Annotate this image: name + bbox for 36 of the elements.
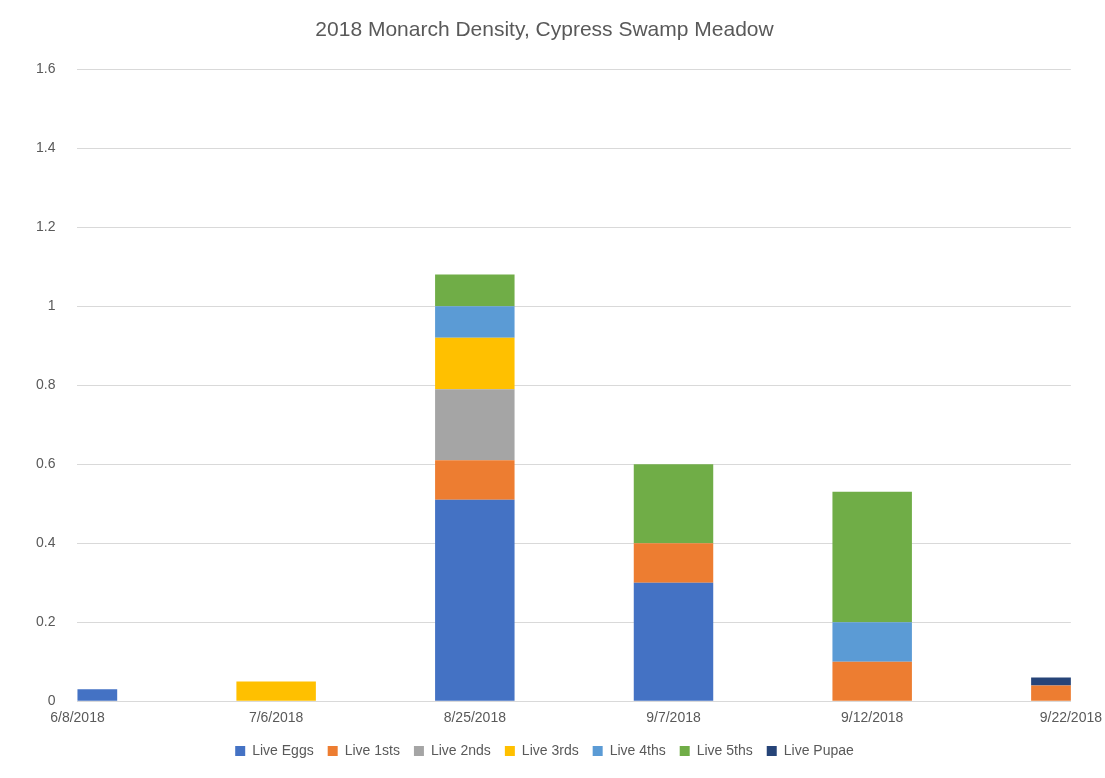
- y-tick-label: 0.6: [35, 455, 56, 472]
- x-tick-label: 9/7/2018: [646, 709, 701, 726]
- bar: [435, 499, 515, 701]
- bar: [435, 306, 515, 338]
- y-tick-label: 0.2: [35, 613, 56, 630]
- legend-label: Live 2nds: [430, 741, 491, 758]
- x-tick-label: 8/25/2018: [443, 709, 507, 726]
- x-tick-label: 6/8/2018: [50, 709, 105, 726]
- y-tick-label: 1.6: [35, 60, 56, 77]
- chart-title: 2018 Monarch Density, Cypress Swamp Meadow: [315, 17, 775, 41]
- y-tick-label: 0: [47, 692, 56, 709]
- bar: [435, 337, 515, 390]
- legend-label: Live 1sts: [344, 741, 400, 758]
- legend-label: Live Eggs: [252, 741, 314, 758]
- y-tick-label: 0.8: [35, 376, 56, 393]
- bar: [435, 274, 515, 307]
- legend-label: Live 3rds: [521, 741, 579, 758]
- bar: [832, 491, 912, 623]
- bar: [633, 464, 714, 544]
- bar: [236, 681, 316, 701]
- y-tick-label: 1.2: [35, 218, 56, 235]
- y-tick-label: 1: [47, 297, 56, 314]
- bar: [633, 582, 714, 701]
- bar: [435, 460, 515, 500]
- bar: [435, 389, 515, 461]
- legend-label: Live 5ths: [696, 741, 753, 758]
- bar: [832, 622, 912, 662]
- x-tick-label: 7/6/2018: [248, 709, 304, 726]
- legend-label: Live Pupae: [783, 741, 855, 758]
- legend-label: Live 4ths: [609, 741, 666, 758]
- y-tick-label: 0.4: [35, 534, 56, 551]
- bar: [832, 661, 912, 701]
- x-tick-label: 9/22/2018: [1039, 709, 1103, 726]
- y-tick-label: 1.4: [35, 139, 56, 156]
- bar: [633, 543, 714, 583]
- x-tick-label: 9/12/2018: [841, 709, 904, 726]
